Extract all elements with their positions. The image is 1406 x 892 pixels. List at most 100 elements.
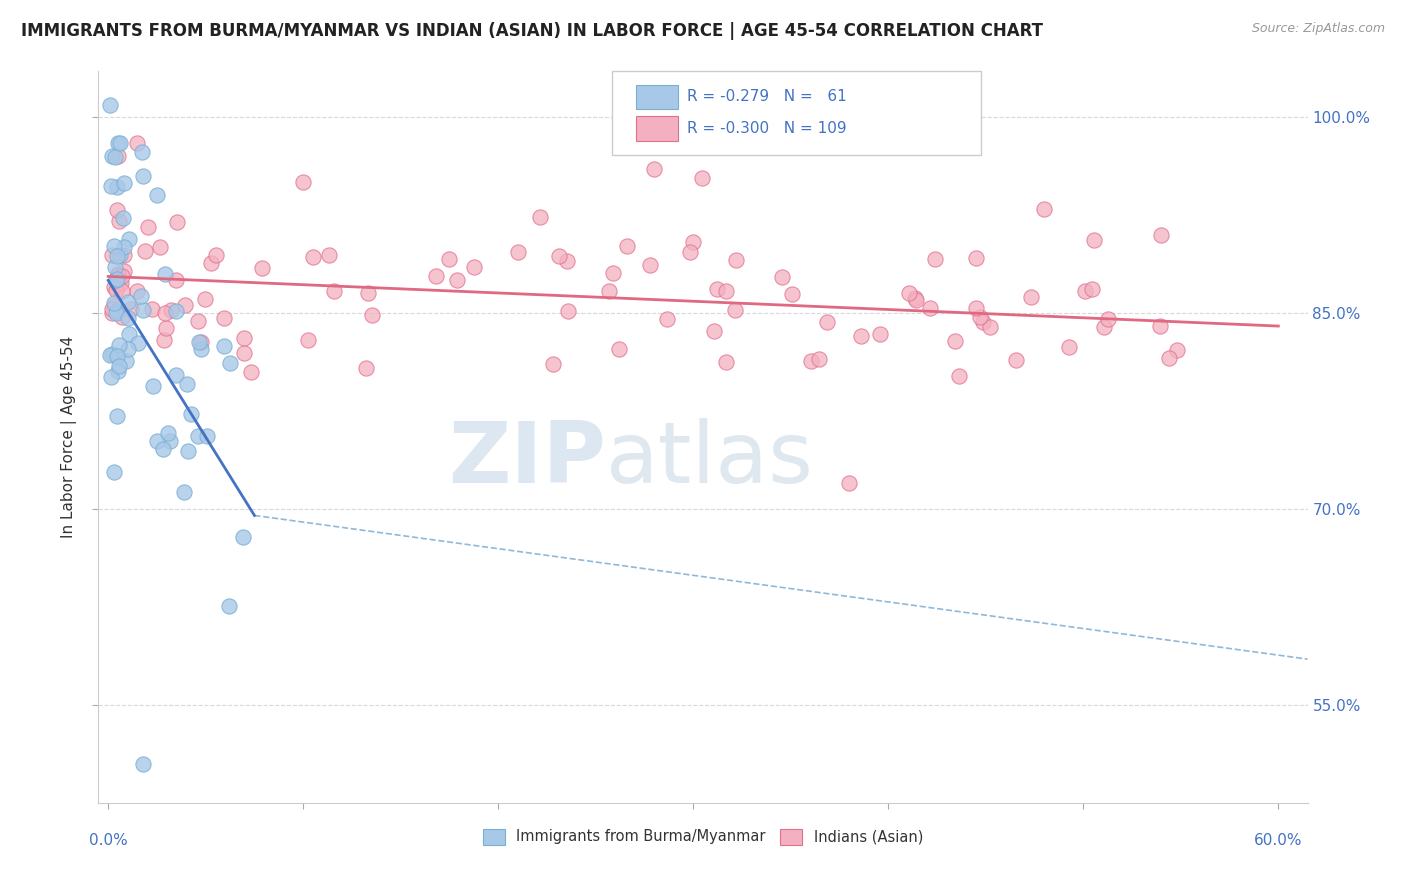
Point	[1083, 233, 1105, 247]
Point	[357, 286, 380, 301]
Point	[105, 272, 128, 286]
Point	[187, 314, 209, 328]
Point	[1057, 340, 1080, 354]
Point	[131, 145, 153, 159]
Point	[724, 302, 747, 317]
Point	[160, 303, 183, 318]
Text: IMMIGRANTS FROM BURMA/MYANMAR VS INDIAN (ASIAN) IN LABOR FORCE | AGE 45-54 CORRE: IMMIGRANTS FROM BURMA/MYANMAR VS INDIAN …	[21, 22, 1043, 40]
Point	[101, 301, 124, 316]
Point	[134, 244, 156, 259]
Point	[104, 303, 127, 318]
Point	[117, 342, 139, 356]
Text: R = -0.300   N = 109: R = -0.300 N = 109	[688, 121, 846, 136]
Point	[127, 136, 149, 151]
Point	[132, 169, 155, 183]
Point	[800, 354, 823, 368]
Point	[107, 337, 129, 351]
Point	[716, 284, 738, 298]
Point	[782, 286, 804, 301]
Point	[1097, 312, 1119, 326]
Point	[965, 301, 987, 316]
Point	[1073, 285, 1095, 299]
Point	[118, 326, 141, 341]
Point	[240, 366, 263, 380]
Point	[356, 360, 378, 375]
Point	[703, 324, 725, 338]
Point	[232, 331, 254, 345]
FancyBboxPatch shape	[613, 71, 981, 155]
Point	[322, 284, 344, 298]
Point	[108, 248, 131, 262]
Point	[176, 376, 198, 391]
Point	[165, 273, 187, 287]
Point	[155, 321, 177, 335]
Point	[318, 248, 340, 262]
Point	[103, 465, 125, 479]
Point	[127, 336, 149, 351]
Point	[110, 276, 132, 290]
Point	[98, 97, 121, 112]
Point	[101, 306, 124, 320]
Point	[360, 308, 382, 322]
Point	[602, 266, 624, 280]
Point	[165, 368, 187, 383]
Text: atlas: atlas	[606, 417, 814, 500]
Point	[103, 280, 125, 294]
Point	[153, 306, 176, 320]
Point	[166, 304, 188, 318]
Point	[146, 434, 169, 449]
Point	[166, 215, 188, 229]
Point	[965, 251, 987, 265]
Point	[125, 284, 148, 298]
Point	[104, 150, 127, 164]
Point	[437, 252, 460, 266]
Point	[598, 284, 620, 298]
Point	[200, 256, 222, 270]
Point	[219, 356, 242, 370]
Text: 60.0%: 60.0%	[1254, 833, 1302, 848]
Point	[112, 176, 135, 190]
Point	[232, 529, 254, 543]
Text: R = -0.279   N =   61: R = -0.279 N = 61	[688, 89, 846, 104]
Point	[194, 292, 217, 306]
Point	[233, 346, 256, 360]
Point	[153, 268, 176, 282]
Point	[105, 249, 128, 263]
Point	[156, 425, 179, 440]
Point	[463, 260, 485, 274]
Point	[101, 247, 124, 261]
Point	[117, 311, 139, 326]
Point	[297, 334, 319, 348]
Y-axis label: In Labor Force | Age 45-54: In Labor Force | Age 45-54	[60, 336, 77, 538]
Point	[111, 211, 134, 226]
Point	[302, 250, 325, 264]
Point	[714, 355, 737, 369]
Point	[969, 310, 991, 324]
Point	[153, 334, 176, 348]
Point	[1159, 351, 1181, 365]
Legend: Immigrants from Burma/Myanmar, Indians (Asian): Immigrants from Burma/Myanmar, Indians (…	[477, 822, 929, 850]
Point	[250, 260, 273, 275]
Point	[115, 354, 138, 368]
Point	[292, 175, 315, 189]
Point	[212, 310, 235, 325]
Point	[815, 315, 838, 329]
Point	[138, 220, 160, 235]
Point	[188, 334, 211, 349]
Point	[105, 180, 128, 194]
Point	[1081, 282, 1104, 296]
Point	[111, 310, 134, 324]
Point	[100, 370, 122, 384]
Point	[1150, 227, 1173, 242]
Point	[107, 364, 129, 378]
Point	[214, 338, 236, 352]
Point	[638, 258, 661, 272]
Point	[112, 248, 135, 262]
Point	[107, 268, 129, 282]
Point	[1166, 343, 1188, 357]
Point	[706, 282, 728, 296]
Point	[104, 260, 127, 274]
Text: ZIP: ZIP	[449, 417, 606, 500]
Text: 0.0%: 0.0%	[89, 833, 128, 848]
Point	[657, 312, 679, 326]
